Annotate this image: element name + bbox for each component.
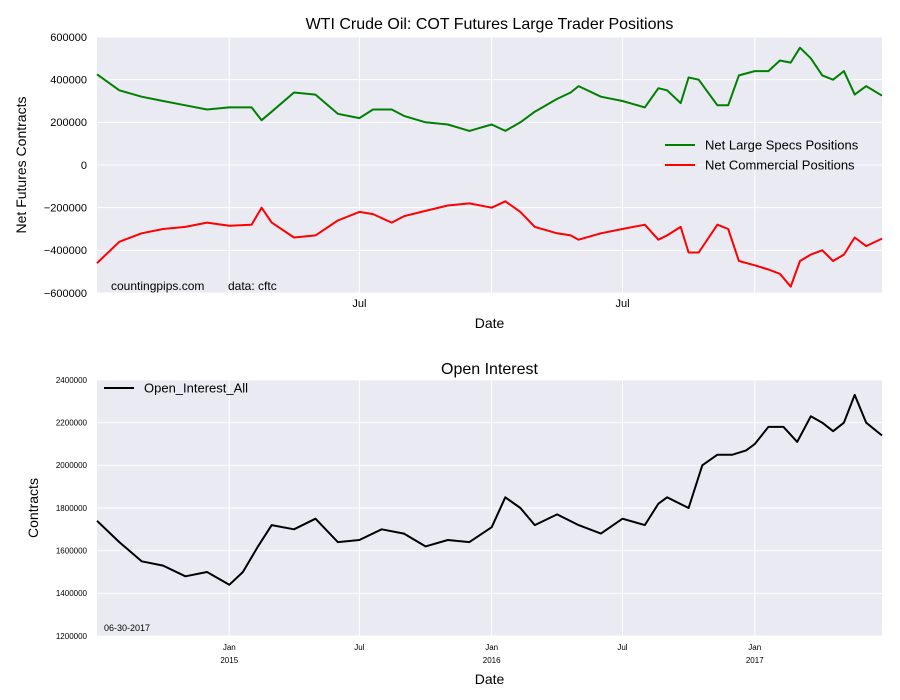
chart1-x-axis-label: Date xyxy=(475,315,505,331)
chart2-series-line-1 xyxy=(96,393,883,586)
chart1-annotation-2: data: cftc xyxy=(228,279,277,293)
chart1-y-tick-label: −200000 xyxy=(44,203,87,215)
chart1-y-tick-label: 400000 xyxy=(50,75,87,87)
chart2-y-tick-label: 1600000 xyxy=(56,546,88,555)
chart2-y-tick-label: 1400000 xyxy=(56,589,88,598)
chart2-title: Open Interest xyxy=(441,361,539,378)
chart1-y-axis-label: Net Futures Contracts xyxy=(13,97,29,234)
chart2-x-tick-label: Jul xyxy=(617,643,627,652)
chart2-x-axis-label: Date xyxy=(475,671,505,687)
chart2-x-tick-label: Jan xyxy=(485,643,498,652)
chart1-series-line-2 xyxy=(96,200,883,288)
chart2-x-tick-label: Jul xyxy=(354,643,364,652)
chart1-x-tick-label: Jul xyxy=(352,298,366,310)
chart2-x-tick-sublabel: 2017 xyxy=(746,656,764,665)
chart2-x-tick-label: Jan xyxy=(223,643,236,652)
chart2-x-tick-sublabel: 2015 xyxy=(220,656,238,665)
chart2-y-tick-label: 1200000 xyxy=(56,632,88,641)
chart2-y-tick-label: 2200000 xyxy=(56,418,88,427)
chart1-annotation-1: countingpips.com xyxy=(111,279,204,293)
chart1-title: WTI Crude Oil: COT Futures Large Trader … xyxy=(306,16,674,33)
chart2-y-axis-label: Contracts xyxy=(25,478,41,538)
chart2-y-tick-label: 2000000 xyxy=(56,461,88,470)
chart1-legend-label-1: Net Large Specs Positions xyxy=(705,138,859,153)
chart1-series-line-1 xyxy=(96,46,883,132)
chart1-y-tick-label: −600000 xyxy=(44,288,87,300)
chart2-y-tick-label: 2400000 xyxy=(56,376,88,385)
chart1-y-tick-label: −400000 xyxy=(44,245,87,257)
chart1-y-tick-label: 200000 xyxy=(50,117,87,129)
chart2-x-tick-sublabel: 2016 xyxy=(483,656,501,665)
chart1-legend-label-2: Net Commercial Positions xyxy=(705,158,855,173)
chart2-annotation-1: 06-30-2017 xyxy=(104,623,150,633)
chart1-x-tick-label: Jul xyxy=(615,298,629,310)
chart1-y-tick-label: 0 xyxy=(81,160,87,172)
chart2-y-tick-label: 1800000 xyxy=(56,504,88,513)
chart1-y-tick-label: 600000 xyxy=(50,32,87,44)
chart2-legend-label-1: Open_Interest_All xyxy=(144,381,248,396)
chart2-x-tick-label: Jan xyxy=(748,643,761,652)
